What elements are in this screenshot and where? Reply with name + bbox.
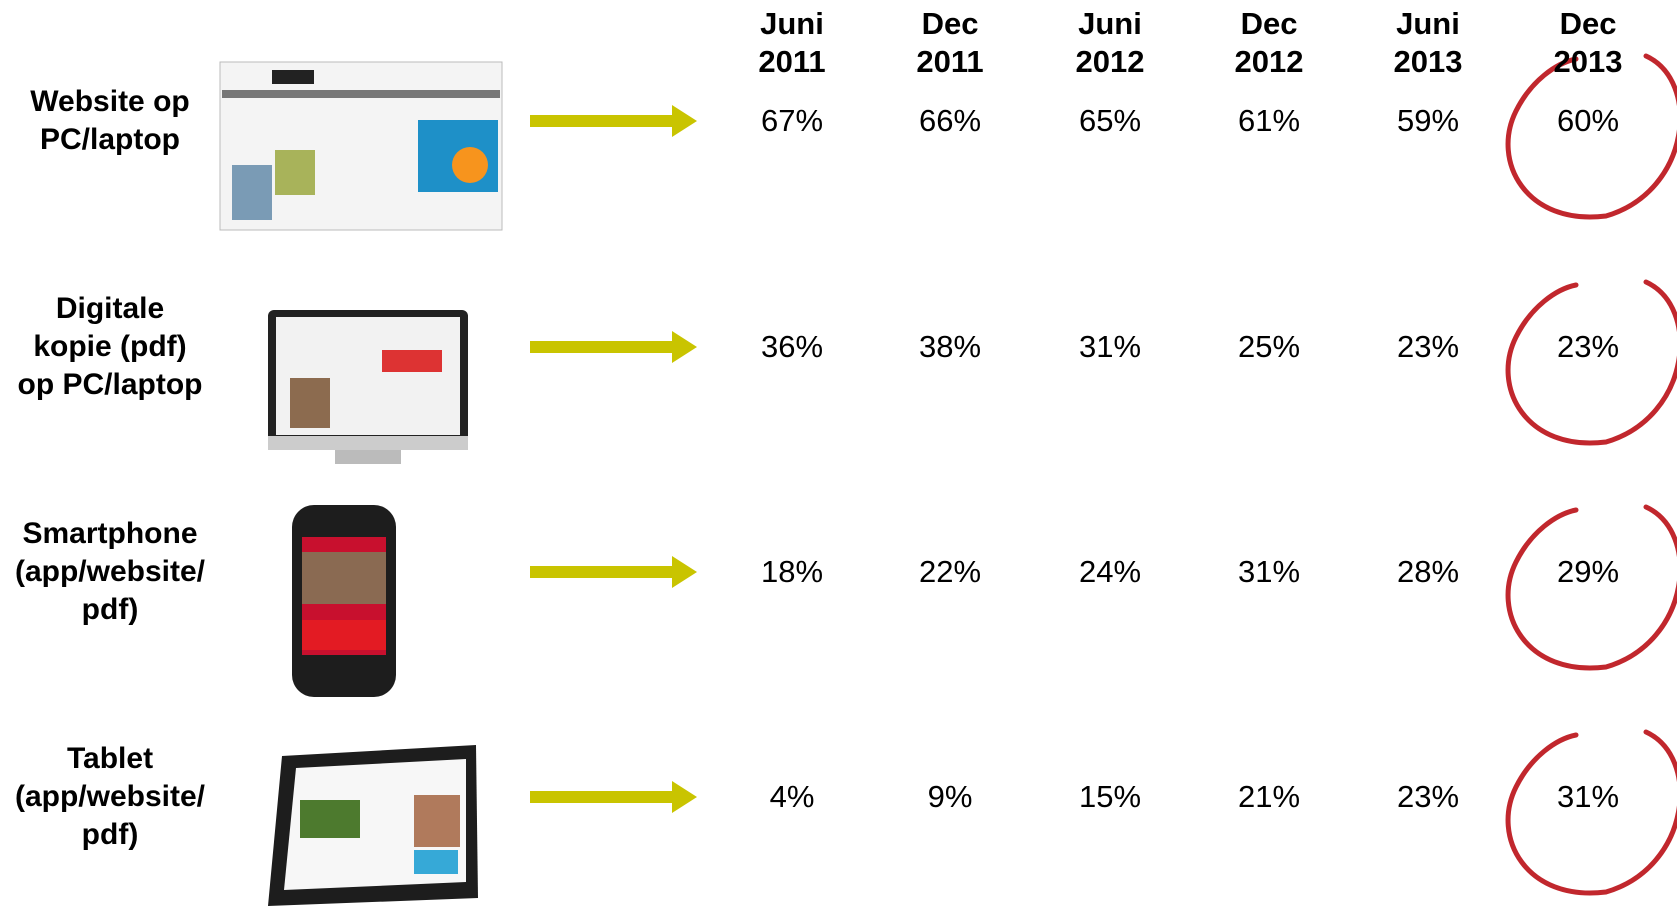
cell-value: 31%: [1556, 779, 1620, 814]
label-line: (app/website/: [14, 780, 206, 813]
cell-value: 23%: [1396, 329, 1460, 364]
cell-value: 29%: [1556, 554, 1620, 589]
highlight-circle: [1505, 729, 1677, 896]
cell-value: 60%: [1556, 103, 1620, 138]
cell-value: 4%: [769, 779, 815, 814]
label-line: Tablet: [66, 742, 154, 775]
column-header: Juni 2011: [717, 5, 867, 81]
arrow: [530, 105, 697, 137]
label-line: Smartphone: [22, 517, 198, 550]
column-header: Juni 2012: [1035, 5, 1185, 81]
header-line: Dec: [1240, 6, 1298, 41]
header-line: 2011: [758, 44, 826, 79]
cell-value: 9%: [927, 779, 973, 814]
cell-value: 61%: [1237, 103, 1301, 138]
label-line: PC/laptop: [40, 123, 180, 156]
cell-value: 24%: [1078, 554, 1142, 589]
cell-value: 25%: [1237, 329, 1301, 364]
arrow: [530, 781, 697, 813]
highlight-circle: [1505, 53, 1677, 220]
cell-value: 23%: [1396, 779, 1460, 814]
row-label: Digitale kopie (pdf) op PC/laptop: [0, 290, 225, 404]
cell-value: 65%: [1078, 103, 1142, 138]
header-line: Juni: [760, 6, 824, 41]
header-line: 2013: [1553, 44, 1623, 79]
header-line: 2012: [1075, 44, 1145, 79]
label-line: kopie (pdf): [33, 330, 187, 363]
header-line: 2013: [1393, 44, 1463, 79]
cell-value: 18%: [760, 554, 824, 589]
cell-value: 31%: [1237, 554, 1301, 589]
arrow: [530, 556, 697, 588]
header-line: Juni: [1396, 6, 1460, 41]
cell-value: 38%: [918, 329, 982, 364]
row-label: Smartphone (app/website/pdf): [0, 515, 225, 629]
highlight-circle: [1505, 504, 1677, 671]
website-screenshot: [219, 61, 503, 231]
arrow: [530, 331, 697, 363]
header-line: 2011: [916, 44, 984, 79]
header-line: Dec: [1559, 6, 1617, 41]
cell-value: 23%: [1556, 329, 1620, 364]
column-header: Dec 2012: [1194, 5, 1344, 81]
row-label: Website op PC/laptop: [0, 83, 225, 159]
label-line: pdf): [81, 593, 139, 626]
label-line: pdf): [81, 818, 139, 851]
row-label: Tablet (app/website/pdf): [0, 740, 225, 854]
label-line: Website op: [30, 85, 190, 118]
cell-value: 31%: [1078, 329, 1142, 364]
header-line: Dec: [921, 6, 979, 41]
monitor-screenshot: [268, 310, 468, 464]
highlight-circle: [1505, 279, 1677, 446]
label-line: (app/website/: [14, 555, 206, 588]
header-line: Juni: [1078, 6, 1142, 41]
tablet-screenshot: [268, 745, 478, 906]
smartphone-screenshot: [292, 505, 396, 697]
cell-value: 66%: [918, 103, 982, 138]
column-header: Juni 2013: [1353, 5, 1503, 81]
column-header: Dec 2011: [875, 5, 1025, 81]
label-line: op PC/laptop: [17, 368, 203, 401]
cell-value: 22%: [918, 554, 982, 589]
column-header: Dec 2013: [1513, 5, 1663, 81]
cell-value: 28%: [1396, 554, 1460, 589]
label-line: Digitale: [55, 292, 165, 325]
cell-value: 36%: [760, 329, 824, 364]
cell-value: 21%: [1237, 779, 1301, 814]
cell-value: 67%: [760, 103, 824, 138]
cell-value: 15%: [1078, 779, 1142, 814]
header-line: 2012: [1234, 44, 1304, 79]
cell-value: 59%: [1396, 103, 1460, 138]
